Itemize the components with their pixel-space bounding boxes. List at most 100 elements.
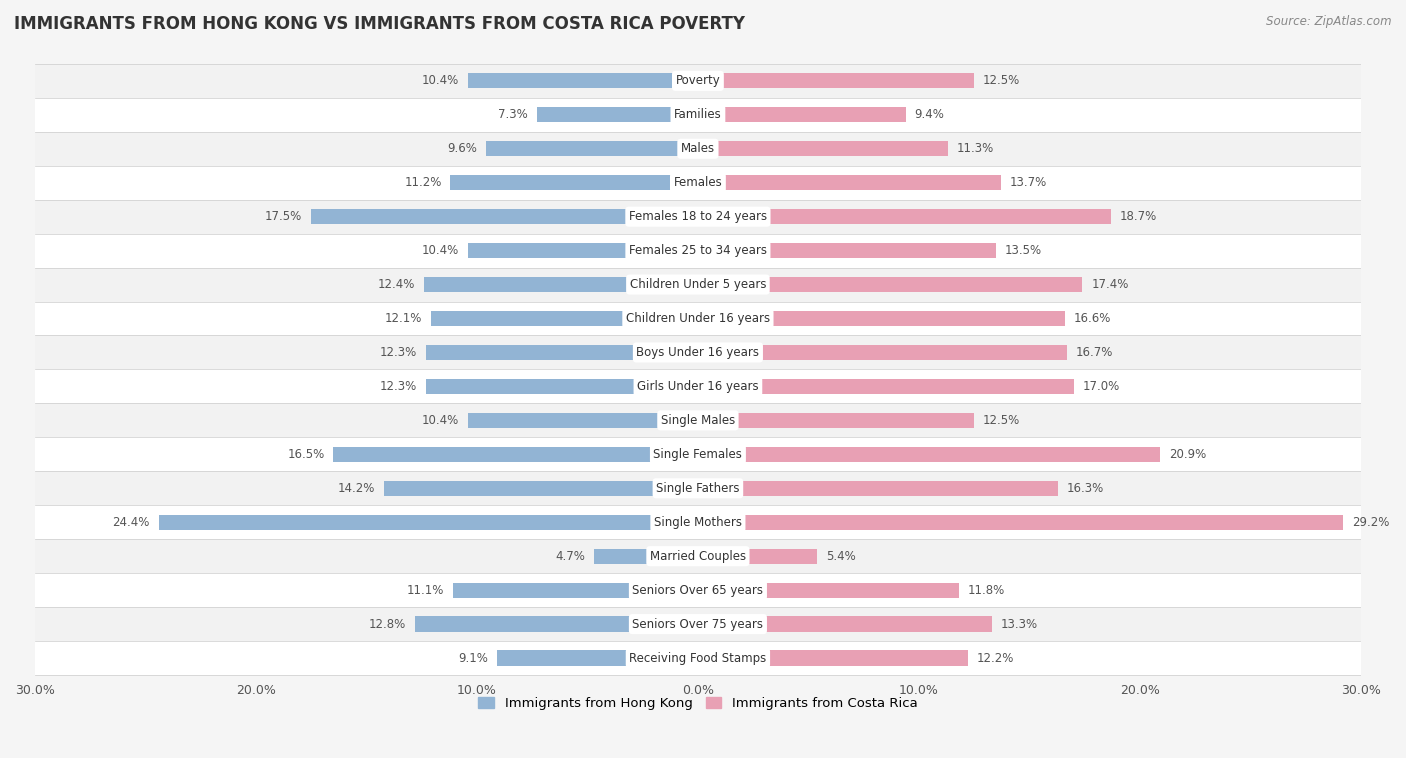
Text: Males: Males <box>681 143 716 155</box>
Text: 11.1%: 11.1% <box>406 584 444 597</box>
Text: 9.1%: 9.1% <box>458 652 488 665</box>
Bar <box>468 74 697 89</box>
Bar <box>384 481 697 496</box>
Bar <box>697 650 967 666</box>
Text: Single Females: Single Females <box>654 448 742 461</box>
Text: Families: Families <box>673 108 721 121</box>
Text: 4.7%: 4.7% <box>555 550 585 562</box>
Text: Females 18 to 24 years: Females 18 to 24 years <box>628 210 768 223</box>
Bar <box>697 379 1074 394</box>
Text: Girls Under 16 years: Girls Under 16 years <box>637 380 759 393</box>
Bar <box>415 616 697 631</box>
Text: Receiving Food Stamps: Receiving Food Stamps <box>630 652 766 665</box>
Text: 11.3%: 11.3% <box>956 143 994 155</box>
Text: 17.4%: 17.4% <box>1091 278 1129 291</box>
Bar <box>697 209 1111 224</box>
Text: 13.5%: 13.5% <box>1005 244 1042 257</box>
Text: Seniors Over 75 years: Seniors Over 75 years <box>633 618 763 631</box>
Text: 7.3%: 7.3% <box>498 108 527 121</box>
Bar <box>426 379 697 394</box>
Text: 12.1%: 12.1% <box>384 312 422 325</box>
Bar <box>423 277 697 292</box>
Text: 16.5%: 16.5% <box>287 448 325 461</box>
Text: 16.3%: 16.3% <box>1067 482 1104 495</box>
Text: 13.3%: 13.3% <box>1001 618 1038 631</box>
Bar <box>333 446 697 462</box>
Text: 12.4%: 12.4% <box>378 278 415 291</box>
Bar <box>159 515 697 530</box>
Bar <box>35 233 1361 268</box>
Text: Married Couples: Married Couples <box>650 550 747 562</box>
Text: Children Under 16 years: Children Under 16 years <box>626 312 770 325</box>
Text: 11.8%: 11.8% <box>967 584 1005 597</box>
Text: Single Mothers: Single Mothers <box>654 515 742 529</box>
Text: Poverty: Poverty <box>675 74 720 87</box>
Text: 9.6%: 9.6% <box>447 143 477 155</box>
Text: Single Fathers: Single Fathers <box>657 482 740 495</box>
Text: 11.2%: 11.2% <box>404 176 441 190</box>
Bar <box>697 311 1064 326</box>
Bar <box>697 616 991 631</box>
Text: Source: ZipAtlas.com: Source: ZipAtlas.com <box>1267 15 1392 28</box>
Bar <box>697 582 959 598</box>
Bar <box>697 74 974 89</box>
Text: 29.2%: 29.2% <box>1353 515 1389 529</box>
Bar <box>35 607 1361 641</box>
Bar <box>35 98 1361 132</box>
Text: 16.6%: 16.6% <box>1074 312 1111 325</box>
Bar <box>35 403 1361 437</box>
Bar <box>697 175 1001 190</box>
Text: 5.4%: 5.4% <box>827 550 856 562</box>
Text: 12.5%: 12.5% <box>983 414 1021 427</box>
Bar <box>35 336 1361 369</box>
Bar <box>35 641 1361 675</box>
Text: 10.4%: 10.4% <box>422 74 460 87</box>
Text: Females: Females <box>673 176 723 190</box>
Text: 12.3%: 12.3% <box>380 346 418 359</box>
Text: 24.4%: 24.4% <box>112 515 150 529</box>
Bar <box>537 107 697 123</box>
Bar <box>35 573 1361 607</box>
Text: 18.7%: 18.7% <box>1121 210 1157 223</box>
Text: Seniors Over 65 years: Seniors Over 65 years <box>633 584 763 597</box>
Text: Single Males: Single Males <box>661 414 735 427</box>
Bar <box>35 268 1361 302</box>
Bar <box>595 549 697 564</box>
Bar <box>485 141 697 156</box>
Text: IMMIGRANTS FROM HONG KONG VS IMMIGRANTS FROM COSTA RICA POVERTY: IMMIGRANTS FROM HONG KONG VS IMMIGRANTS … <box>14 15 745 33</box>
Bar <box>35 506 1361 539</box>
Bar <box>697 446 1160 462</box>
Bar <box>35 199 1361 233</box>
Bar <box>35 437 1361 471</box>
Bar <box>35 369 1361 403</box>
Bar <box>453 582 697 598</box>
Text: 17.5%: 17.5% <box>266 210 302 223</box>
Bar <box>697 243 997 258</box>
Text: 12.2%: 12.2% <box>976 652 1014 665</box>
Bar <box>311 209 697 224</box>
Bar <box>35 539 1361 573</box>
Bar <box>35 64 1361 98</box>
Text: 10.4%: 10.4% <box>422 414 460 427</box>
Bar <box>35 166 1361 199</box>
Bar <box>496 650 697 666</box>
Bar <box>450 175 697 190</box>
Bar <box>697 549 817 564</box>
Bar <box>468 413 697 428</box>
Text: 20.9%: 20.9% <box>1168 448 1206 461</box>
Text: Boys Under 16 years: Boys Under 16 years <box>637 346 759 359</box>
Bar <box>35 132 1361 166</box>
Text: 13.7%: 13.7% <box>1010 176 1046 190</box>
Bar <box>697 107 905 123</box>
Bar <box>697 277 1083 292</box>
Text: 12.5%: 12.5% <box>983 74 1021 87</box>
Text: Children Under 5 years: Children Under 5 years <box>630 278 766 291</box>
Bar <box>35 302 1361 336</box>
Legend: Immigrants from Hong Kong, Immigrants from Costa Rica: Immigrants from Hong Kong, Immigrants fr… <box>472 691 922 715</box>
Text: Females 25 to 34 years: Females 25 to 34 years <box>628 244 766 257</box>
Bar <box>697 141 948 156</box>
Bar <box>697 345 1067 360</box>
Bar <box>426 345 697 360</box>
Text: 9.4%: 9.4% <box>914 108 945 121</box>
Text: 16.7%: 16.7% <box>1076 346 1114 359</box>
